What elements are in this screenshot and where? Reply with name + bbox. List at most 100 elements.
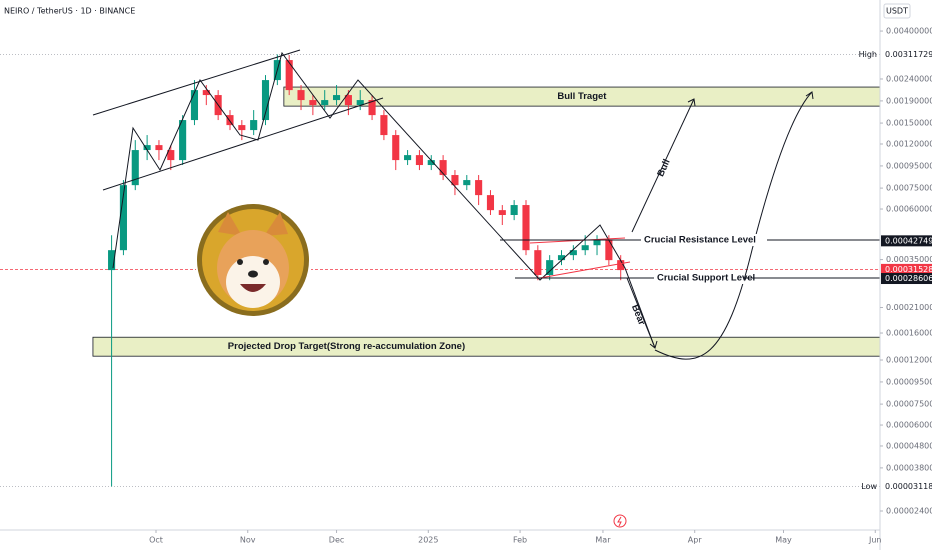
price-label: 0.00003118 <box>885 482 932 491</box>
x-tick-label: Feb <box>513 536 527 545</box>
candle-body <box>155 145 163 151</box>
y-tick-label: 0.00240000 <box>886 74 932 83</box>
candle-body <box>510 205 518 216</box>
candle-body <box>250 120 258 131</box>
candle-body <box>368 100 376 116</box>
y-tick-label: 0.00004800 <box>886 441 932 450</box>
price-box <box>881 235 932 247</box>
candle-body <box>415 155 423 166</box>
currency-box <box>883 3 911 19</box>
candle-body <box>344 95 352 106</box>
axes: 0.00400000 0.00240000 0.00190000 0.00150000… <box>149 27 932 545</box>
candle-body <box>202 90 210 96</box>
zigzag <box>112 51 656 349</box>
candle-body <box>569 250 577 256</box>
x-tick-label: Nov <box>240 536 256 545</box>
y-tick-label: 0.00007500 <box>886 400 932 409</box>
candle-body <box>463 180 471 186</box>
y-tick-label: 0.00035000 <box>886 255 932 264</box>
price-levels <box>0 54 880 487</box>
support-label-bg <box>654 272 744 284</box>
event-icon[interactable] <box>613 514 627 528</box>
candle-body <box>605 240 613 261</box>
cycle-curve <box>654 91 813 360</box>
candle-body <box>498 210 506 216</box>
candle-body <box>297 90 305 101</box>
logo-mouth <box>240 284 266 292</box>
candle-body <box>546 260 554 276</box>
support-label: Crucial Support Level <box>657 273 755 284</box>
channel-upper <box>92 49 301 116</box>
candle-body <box>119 185 127 251</box>
price-box <box>881 273 932 285</box>
candle-body <box>356 100 364 106</box>
y-tick-label: 0.00075000 <box>886 184 932 193</box>
candle-body <box>522 205 530 251</box>
logo-face <box>226 256 280 308</box>
x-tick-label: 2025 <box>418 536 438 545</box>
logo-ear-right <box>264 212 288 236</box>
candle-body <box>617 260 625 271</box>
price-label: 0.00031528 <box>885 265 932 274</box>
candles <box>108 54 625 487</box>
zone-label: Bull Traget <box>557 91 607 102</box>
candle-body <box>581 245 589 251</box>
logo-eye-right <box>263 259 269 265</box>
price-label: 0.00028606 <box>885 274 932 283</box>
level-tag: Low <box>861 482 877 491</box>
candle-body <box>285 60 293 91</box>
price-label: 0.00311729 <box>885 50 932 59</box>
price-label: 0.00042749 <box>885 236 932 245</box>
x-tick-label: Dec <box>329 536 344 545</box>
x-tick-label: Apr <box>688 536 703 545</box>
y-tick-label: 0.00012000 <box>886 356 932 365</box>
y-tick-label: 0.00060000 <box>886 205 932 214</box>
x-tick-label: Oct <box>149 536 163 545</box>
candle-body <box>309 100 317 106</box>
candle-body <box>167 150 175 161</box>
channel-lower <box>102 97 384 191</box>
candle-body <box>404 155 412 161</box>
candle-body <box>427 160 435 166</box>
y-tick-label: 0.00150000 <box>886 119 932 128</box>
candle-body <box>451 175 459 186</box>
y-tick-label: 0.00190000 <box>886 96 932 105</box>
logo-eye-left <box>237 259 243 265</box>
candle-body <box>380 115 388 136</box>
y-tick-label: 0.00095000 <box>886 161 932 170</box>
y-tick-label: 0.00006000 <box>886 421 932 430</box>
candle-body <box>486 195 495 211</box>
y-tick-label: 0.00120000 <box>886 140 932 149</box>
drawings: Crucial Resistance Level Crucial Support… <box>92 49 880 360</box>
candle-body <box>475 180 483 196</box>
zone-label: Projected Drop Target(Strong re-accumula… <box>228 341 465 352</box>
candle-body <box>321 100 329 106</box>
candle-body <box>143 145 151 151</box>
candle-body <box>534 250 542 276</box>
level-tag: High <box>859 50 877 59</box>
resistance-label-bg <box>641 234 767 246</box>
x-tick-label: May <box>775 536 792 545</box>
candle-body <box>190 90 199 121</box>
candle-body <box>439 160 447 176</box>
candle-body <box>238 125 246 131</box>
y-tick-label: 0.00009500 <box>886 377 932 386</box>
cycle-arrow-head <box>805 91 814 100</box>
zones: Bull Traget Projected Drop Target(Strong … <box>92 86 881 357</box>
candle-body <box>179 120 187 161</box>
logo-nose <box>248 270 258 278</box>
candle-body <box>131 150 139 186</box>
logo-ear-left <box>218 212 242 236</box>
bull-arrow-head <box>687 98 696 107</box>
currency: USDT <box>886 7 908 16</box>
time-axis-bg <box>0 530 932 550</box>
y-tick-label: 0.00002400 <box>886 507 932 516</box>
triangle-lower <box>539 261 631 279</box>
candle-body <box>332 95 341 101</box>
target-zone <box>92 336 881 357</box>
x-tick-label: Mar <box>595 536 611 545</box>
candle-body <box>392 135 400 161</box>
candle-body <box>108 250 116 271</box>
logo <box>196 195 311 328</box>
